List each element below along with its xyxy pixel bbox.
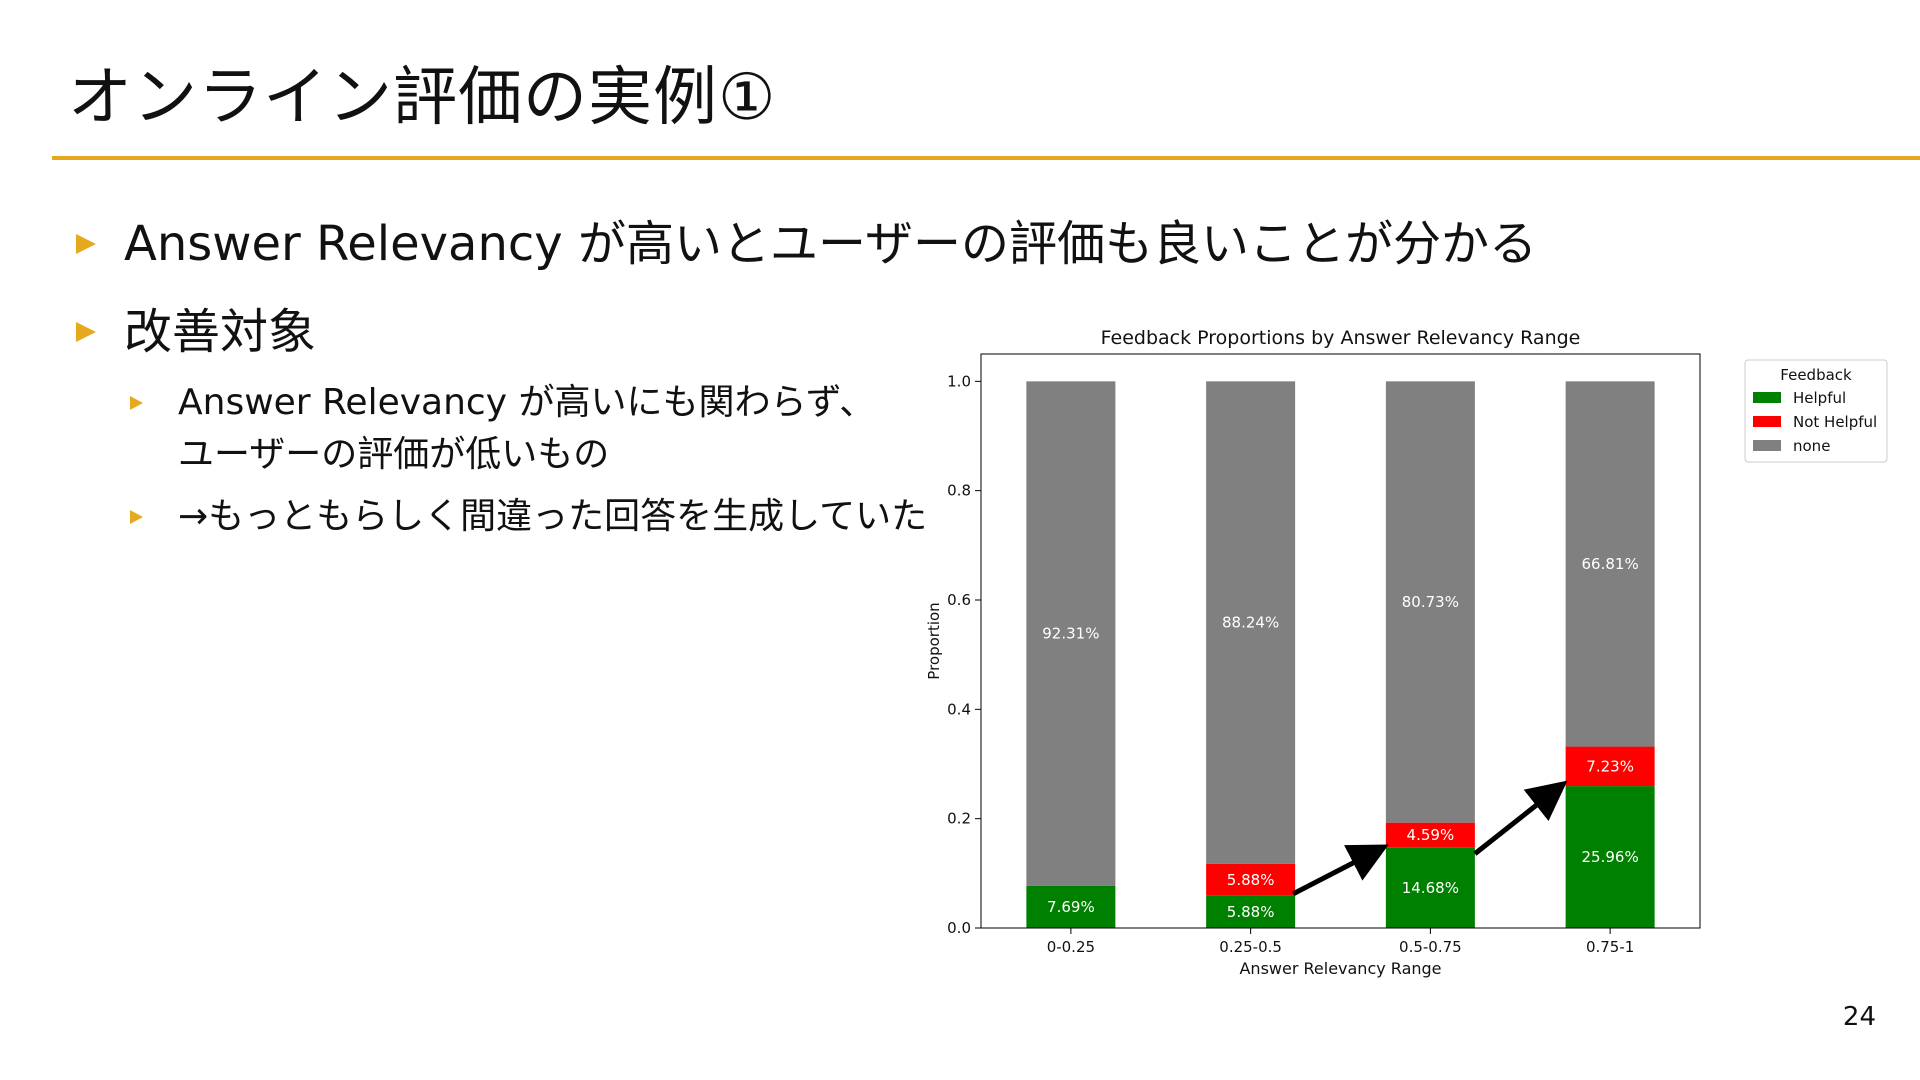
sub-bullet-triangle-icon (130, 510, 143, 524)
y-tick-label: 0.0 (947, 919, 971, 937)
data-label: 4.59% (1407, 826, 1455, 844)
data-label: 7.23% (1586, 757, 1634, 775)
y-axis-label: Proportion (925, 602, 943, 679)
bar-helpful (1026, 885, 1116, 928)
data-label: 80.73% (1402, 593, 1459, 611)
sub-bullet-triangle-icon (130, 396, 143, 410)
sub-bullet-1-continuation: ユーザーの評価が低いもの (178, 434, 610, 475)
chart-title: Feedback Proportions by Answer Relevancy… (1101, 327, 1581, 349)
bar-none (1206, 381, 1296, 864)
y-tick-label: 0.8 (947, 482, 971, 500)
x-tick-label: 0.75-1 (1586, 938, 1634, 956)
bar-none (1385, 381, 1475, 823)
x-tick-label: 0.25-0.5 (1219, 938, 1282, 956)
data-label: 14.68% (1402, 879, 1459, 897)
legend-box (1744, 359, 1888, 463)
bar-helpful (1565, 786, 1655, 928)
trend-arrow (1291, 844, 1389, 897)
bar-not-helpful (1565, 746, 1655, 787)
y-tick-label: 0.6 (947, 591, 971, 609)
bullet-2-text: 改善対象 (124, 304, 317, 360)
bar-helpful (1385, 847, 1475, 928)
bar-none (1565, 381, 1655, 747)
x-axis-label: Answer Relevancy Range (1239, 959, 1441, 978)
legend-label: none (1793, 437, 1830, 455)
x-tick-label: 0.5-0.75 (1399, 938, 1462, 956)
sub-bullet-1-text: Answer Relevancy が高いにも関わらず、 (178, 382, 876, 423)
y-tick-label: 1.0 (947, 372, 971, 390)
bullet-1-text: Answer Relevancy が高いとユーザーの評価も良いことが分かる (124, 216, 1537, 272)
bullet-triangle-icon (76, 234, 96, 254)
title-divider (52, 156, 1920, 160)
legend-label: Not Helpful (1793, 413, 1877, 431)
legend-label: Helpful (1793, 389, 1846, 407)
data-label: 88.24% (1222, 614, 1279, 632)
legend-swatch (1753, 392, 1781, 403)
data-label: 92.31% (1042, 625, 1099, 643)
x-tick-label: 0-0.25 (1047, 938, 1095, 956)
legend-swatch (1753, 440, 1781, 451)
bar-none (1026, 381, 1116, 886)
data-label: 7.69% (1047, 898, 1095, 916)
sub-bullet-2-text: →もっともらしく間違った回答を生成していた (178, 496, 928, 537)
data-label: 25.96% (1582, 848, 1639, 866)
data-label: 5.88% (1227, 871, 1275, 889)
page-number: 24 (1842, 1002, 1876, 1032)
slide-title: オンライン評価の実例① (68, 61, 777, 135)
y-tick-label: 0.2 (947, 810, 971, 828)
data-label: 66.81% (1582, 555, 1639, 573)
legend-title: Feedback (1780, 366, 1852, 384)
bar-helpful (1206, 895, 1296, 928)
plot-frame (980, 353, 1701, 929)
trend-arrow (1473, 780, 1568, 856)
data-label: 5.88% (1227, 903, 1275, 921)
bar-not-helpful (1206, 863, 1296, 896)
legend-swatch (1753, 416, 1781, 427)
y-tick-label: 0.4 (947, 700, 971, 718)
bar-not-helpful (1385, 822, 1475, 848)
bullet-triangle-icon (76, 322, 96, 342)
